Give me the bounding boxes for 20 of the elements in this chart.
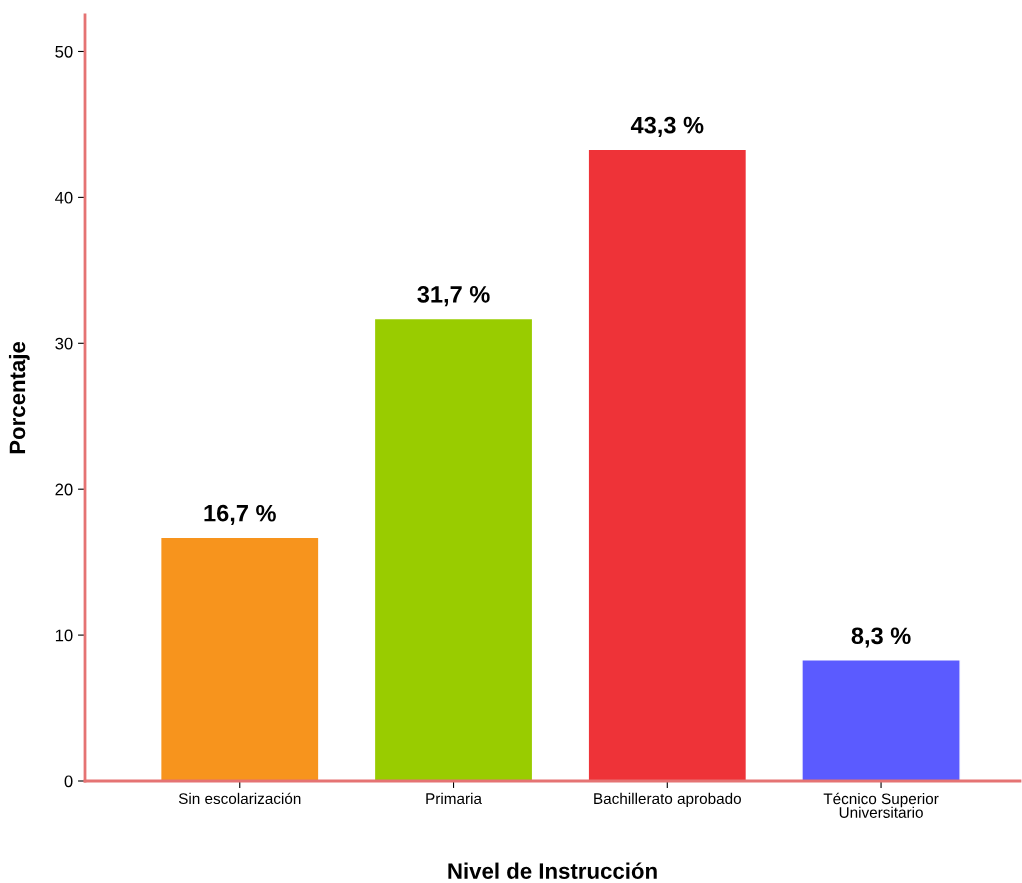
bar: [587, 148, 748, 781]
y-tick-label: 50: [55, 45, 73, 58]
x-tick-label: Primaria: [426, 792, 482, 805]
data-label: 16,7 %: [204, 504, 276, 525]
y-tick-label: 30: [55, 337, 73, 350]
data-label: 43,3 %: [630, 116, 704, 137]
y-tick-label: 20: [55, 483, 73, 496]
bar: [801, 659, 961, 781]
data-label: 31,7 %: [417, 285, 490, 307]
x-axis-title: Nivel de Instrucción: [448, 862, 657, 879]
y-axis-title: Porcentaje: [8, 341, 30, 454]
bar: [373, 317, 534, 781]
bar: [159, 536, 320, 781]
y-tick-label: 40: [55, 191, 73, 204]
y-tick-label: 0: [64, 775, 73, 788]
x-tick-label: Técnico Superior Universitario: [823, 792, 939, 818]
x-tick-label: Sin escolarización: [178, 792, 301, 805]
data-label: 8,3 %: [851, 627, 911, 648]
x-tick-label: Bachillerato aprobado: [594, 792, 741, 808]
y-tick-label: 10: [55, 629, 73, 642]
